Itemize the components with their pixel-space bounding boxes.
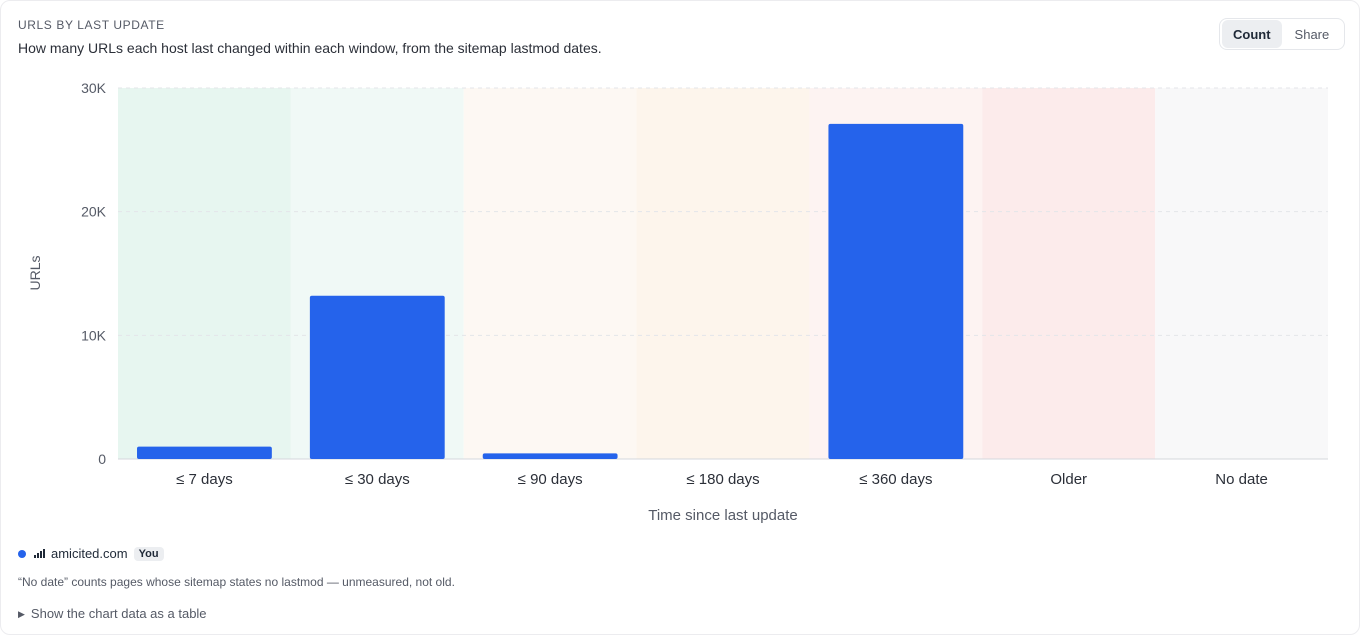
bar-chart: 0 10K 20K 30K ≤ 7 days ≤ 30 days ≤ 90 days ≤ 18… — [27, 80, 1328, 524]
category-band — [463, 88, 637, 459]
chart-eyebrow-title: URLS BY LAST UPDATE — [18, 18, 165, 32]
legend-host-label: amicited.com — [51, 546, 128, 561]
x-axis-title: Time since last update — [648, 507, 798, 524]
series-color-dot — [18, 549, 26, 558]
category-band — [1155, 88, 1328, 459]
show-table-label: Show the chart data as a table — [30, 606, 207, 621]
chart-legend: amicited.com You — [18, 546, 164, 561]
category-band — [636, 88, 810, 459]
bar-1 — [137, 446, 272, 459]
count-mode-button[interactable]: Count — [1222, 20, 1282, 48]
y-tick-label: 0 — [98, 451, 106, 467]
mode-toggle: Count Share — [1219, 18, 1345, 50]
chart-footnote: “No date” counts pages whose sitemap sta… — [18, 575, 455, 589]
bar-5 — [828, 123, 964, 459]
x-tick-label: ≤ 360 days — [859, 471, 932, 488]
x-tick-label: ≤ 30 days — [345, 471, 410, 488]
chart-subtitle: How many URLs each host last changed wit… — [18, 40, 602, 56]
bar-3 — [482, 453, 618, 459]
x-tick-label: ≤ 90 days — [518, 471, 583, 488]
show-table-toggle[interactable]: ▶ Show the chart data as a table — [18, 606, 207, 621]
share-mode-button[interactable]: Share — [1284, 20, 1341, 48]
x-tick-label: ≤ 180 days — [686, 471, 759, 488]
y-tick-label: 30K — [81, 80, 107, 96]
x-tick-label: ≤ 7 days — [176, 471, 233, 488]
category-band — [982, 88, 1156, 459]
signal-bars-icon — [34, 549, 45, 558]
y-axis-title: URLs — [27, 255, 43, 290]
x-tick-label: No date — [1215, 471, 1268, 488]
y-tick-label: 20K — [81, 204, 107, 220]
bar-2 — [309, 295, 445, 459]
you-badge: You — [133, 546, 164, 561]
y-tick-label: 10K — [81, 327, 107, 343]
x-tick-label: Older — [1050, 471, 1087, 488]
category-band — [118, 88, 291, 459]
triangle-right-icon: ▶ — [18, 609, 25, 619]
